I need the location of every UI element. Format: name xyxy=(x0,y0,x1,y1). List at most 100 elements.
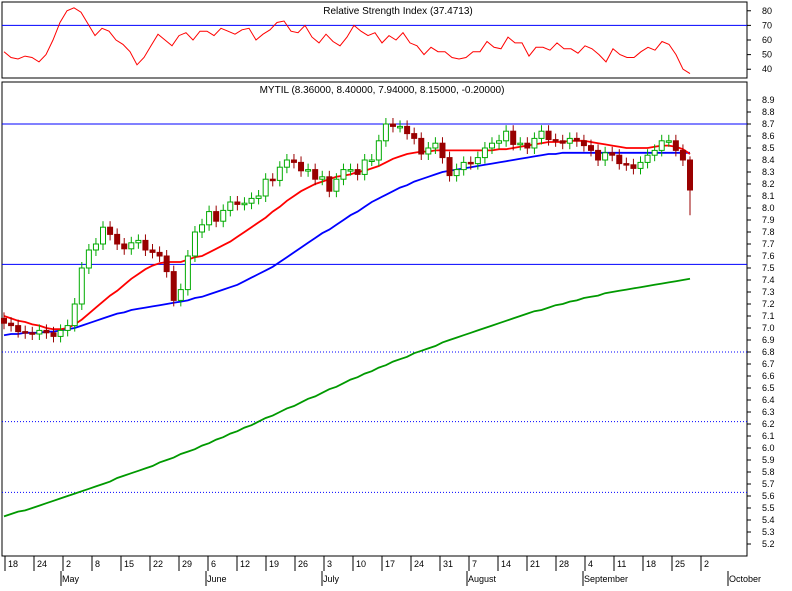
candle-body-down xyxy=(142,239,149,251)
candlestick xyxy=(446,151,453,182)
candle-body-down xyxy=(389,123,396,127)
candle-body-up xyxy=(375,140,382,161)
candlestick xyxy=(333,173,340,198)
candle-body-down xyxy=(418,137,425,155)
x-day-label: 11 xyxy=(617,559,626,569)
candle-body-down xyxy=(609,152,616,156)
candlestick xyxy=(220,204,227,228)
x-day-label: 18 xyxy=(646,559,656,569)
candle-body-up xyxy=(425,147,432,155)
candle-body-up xyxy=(177,289,184,301)
candlestick xyxy=(389,118,396,133)
candlestick xyxy=(361,154,368,181)
candlestick xyxy=(15,319,22,338)
candlestick xyxy=(672,134,679,157)
candlestick xyxy=(57,324,64,343)
candlestick xyxy=(163,250,170,278)
candle-body-down xyxy=(679,149,686,161)
price-tick-label: 7.3 xyxy=(762,287,775,297)
candlestick xyxy=(319,170,326,186)
candlestick xyxy=(481,142,488,164)
candlestick xyxy=(566,132,573,150)
candle-body-down xyxy=(213,211,220,222)
candle-body-down xyxy=(312,169,319,180)
candle-body-up xyxy=(382,123,389,142)
candle-body-down xyxy=(298,161,305,172)
candlestick xyxy=(602,146,609,166)
candlestick xyxy=(114,228,121,250)
price-tick-label: 6.6 xyxy=(762,371,775,381)
candle-body-down xyxy=(107,226,114,235)
candlestick xyxy=(340,163,347,186)
candlestick xyxy=(305,163,312,177)
price-tick-label: 7.8 xyxy=(762,227,775,237)
candle-body-down xyxy=(121,243,128,250)
x-day-label: 24 xyxy=(414,559,424,569)
candle-body-down xyxy=(8,322,15,327)
price-tick-label: 5.9 xyxy=(762,455,775,465)
price-tick-label: 6.3 xyxy=(762,407,775,417)
candlestick xyxy=(191,226,198,262)
candlestick xyxy=(326,170,333,198)
x-axis: 18 24 2 8 15 22 29 6 12 19 26 3 10 17 24 31 7 14 21 28 4 11 18… xyxy=(2,555,761,586)
x-month-label: August xyxy=(468,574,497,584)
candlestick xyxy=(679,144,686,166)
candle-body-up xyxy=(100,226,107,245)
rsi-y-axis: 80 70 60 50 40 xyxy=(747,6,772,74)
candle-body-down xyxy=(1,317,7,324)
candle-body-up xyxy=(368,159,375,162)
candle-body-up xyxy=(644,154,651,163)
price-panel: MYTIL (8.36000, 8.40000, 7.94000, 8.1500… xyxy=(1,81,775,557)
candle-body-up xyxy=(241,202,248,206)
candlestick xyxy=(580,134,587,152)
candlestick xyxy=(587,139,594,157)
candle-body-down xyxy=(43,329,50,334)
candle-body-up xyxy=(453,169,460,177)
candlestick xyxy=(135,234,142,249)
x-month-label: October xyxy=(729,574,761,584)
x-day-label: 25 xyxy=(675,559,685,569)
candlestick xyxy=(425,142,432,160)
candlestick xyxy=(524,137,531,154)
candlestick xyxy=(298,156,305,177)
candlestick xyxy=(170,265,177,307)
x-month-label: July xyxy=(323,574,340,584)
candle-body-up xyxy=(305,169,312,172)
price-tick-label: 5.8 xyxy=(762,467,775,477)
x-month-labels: May June July August September October xyxy=(60,571,761,586)
candlestick xyxy=(538,125,545,145)
candle-body-down xyxy=(580,140,587,147)
candlestick xyxy=(559,134,566,150)
x-day-labels: 18 24 2 8 15 22 29 6 12 19 26 3 10 17 24 31 7 14 21 28 4 11 18… xyxy=(4,556,709,571)
candlestick xyxy=(687,156,693,216)
x-day-label: 22 xyxy=(153,559,163,569)
x-day-label: 21 xyxy=(530,559,540,569)
candlestick xyxy=(623,157,630,171)
rsi-tick-label: 40 xyxy=(762,64,772,74)
candlestick xyxy=(630,158,637,175)
candlestick xyxy=(467,156,474,170)
rsi-tick-label: 80 xyxy=(762,6,772,16)
candle-body-up xyxy=(538,130,545,139)
price-tick-label: 8.2 xyxy=(762,179,775,189)
candle-body-up xyxy=(651,149,658,156)
candle-body-down xyxy=(290,159,297,163)
x-day-label: 2 xyxy=(66,559,71,569)
candle-body-down xyxy=(326,176,333,192)
candle-body-up xyxy=(333,178,340,192)
candle-body-up xyxy=(481,147,488,159)
candlestick xyxy=(269,173,276,187)
candlestick xyxy=(177,283,184,307)
candle-body-down xyxy=(50,332,57,337)
price-tick-label: 5.3 xyxy=(762,527,775,537)
candlestick xyxy=(595,144,602,166)
candlestick xyxy=(149,244,156,259)
candle-body-up xyxy=(566,137,573,144)
rsi-title: Relative Strength Index (37.4713) xyxy=(323,6,473,17)
candlestick xyxy=(199,218,206,238)
candlestick xyxy=(276,161,283,187)
candle-body-up xyxy=(248,197,255,204)
candlestick xyxy=(488,137,495,154)
candle-body-up xyxy=(397,125,404,129)
candlestick xyxy=(368,154,375,166)
